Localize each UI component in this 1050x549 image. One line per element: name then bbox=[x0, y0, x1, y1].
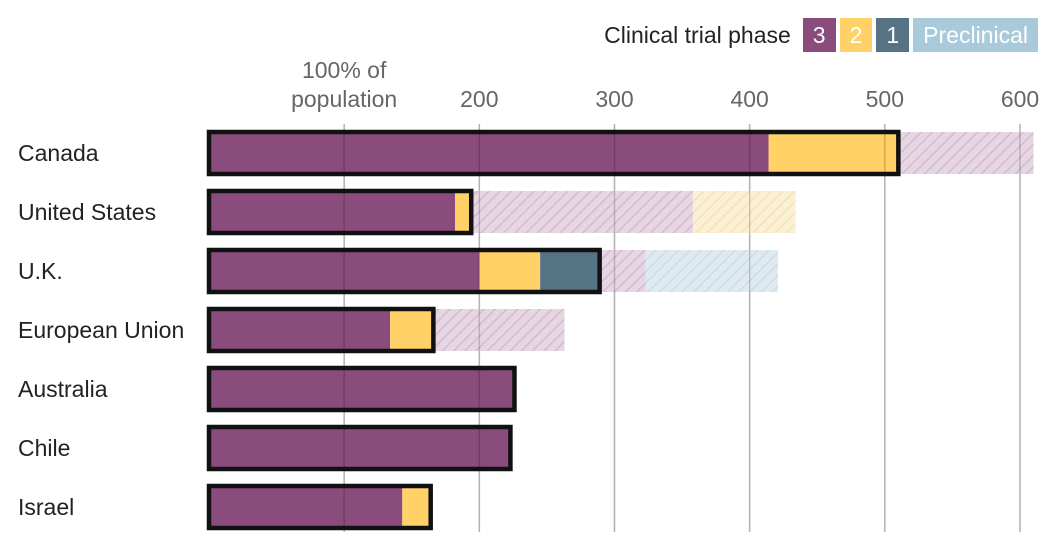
bar-segment bbox=[455, 191, 472, 233]
bar-outline bbox=[206, 424, 513, 472]
category-label: Canada bbox=[18, 140, 99, 166]
x-axis-ticks: 100% of population 200 300 400 500 600 bbox=[291, 57, 1039, 112]
bar-segment bbox=[209, 132, 769, 174]
category-label: Australia bbox=[18, 376, 108, 402]
bar-outline bbox=[206, 188, 474, 236]
legend: Clinical trial phase 3 2 1 Preclinical bbox=[604, 18, 1038, 52]
x-tick-label: 100% of bbox=[302, 57, 387, 83]
bar-segment bbox=[768, 132, 899, 174]
legend-swatch-phase-1: 1 bbox=[876, 18, 910, 52]
bar-segment-additional bbox=[645, 250, 779, 292]
bar-segment-additional bbox=[599, 250, 646, 292]
bar-segment bbox=[402, 486, 431, 528]
bar-segment-additional bbox=[898, 132, 1034, 174]
bar-segment bbox=[209, 191, 456, 233]
bar-segment bbox=[209, 250, 480, 292]
bar-outline bbox=[206, 247, 602, 295]
bar-outline bbox=[206, 483, 433, 531]
category-label: United States bbox=[18, 199, 156, 225]
bar-segment bbox=[209, 368, 515, 410]
bar-segment bbox=[540, 250, 600, 292]
x-tick-label: population bbox=[291, 86, 397, 112]
legend-swatch-preclinical: Preclinical bbox=[913, 18, 1038, 52]
x-tick-label: 200 bbox=[460, 86, 498, 112]
bar-outlines bbox=[206, 129, 901, 531]
bar-segment bbox=[209, 486, 403, 528]
category-label: U.K. bbox=[18, 258, 63, 284]
x-tick-label: 500 bbox=[866, 86, 904, 112]
category-label: European Union bbox=[18, 317, 184, 343]
category-labels: Canada United States U.K. European Union Aus… bbox=[18, 140, 184, 520]
bar-segment-additional bbox=[471, 191, 693, 233]
legend-title: Clinical trial phase bbox=[604, 21, 791, 48]
category-label: Chile bbox=[18, 435, 70, 461]
legend-swatch-phase-3: 3 bbox=[802, 18, 836, 52]
bars bbox=[209, 132, 1034, 528]
bar-segment bbox=[479, 250, 541, 292]
bar-segment bbox=[390, 309, 434, 351]
x-tick-label: 300 bbox=[595, 86, 633, 112]
bar-outline bbox=[206, 129, 901, 177]
category-label: Israel bbox=[18, 494, 74, 520]
x-tick-label: 400 bbox=[730, 86, 768, 112]
bar-segment-additional bbox=[692, 191, 796, 233]
bar-outline bbox=[206, 365, 517, 413]
x-tick-label: 600 bbox=[1001, 86, 1039, 112]
bar-outline bbox=[206, 306, 436, 354]
bar-segment bbox=[209, 427, 511, 469]
legend-swatch-phase-2: 2 bbox=[839, 18, 873, 52]
bar-segment-additional bbox=[433, 309, 565, 351]
bar-segment bbox=[209, 309, 391, 351]
